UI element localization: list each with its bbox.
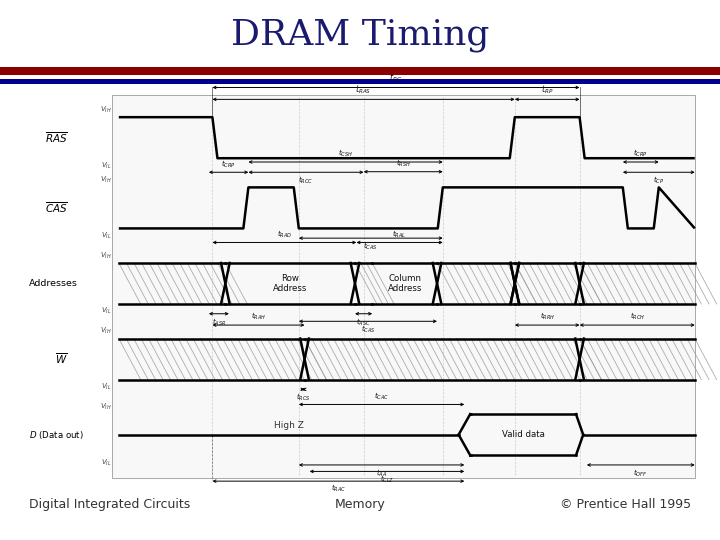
Text: High Z: High Z xyxy=(274,421,304,430)
Text: $t_{RSH}$: $t_{RSH}$ xyxy=(395,158,411,169)
Text: Valid data: Valid data xyxy=(502,430,544,439)
Text: $V_{IH}$: $V_{IH}$ xyxy=(100,402,112,412)
Text: Row
Address: Row Address xyxy=(273,274,307,293)
Text: DRAM Timing: DRAM Timing xyxy=(231,18,489,52)
Text: $t_{RCH}$: $t_{RCH}$ xyxy=(630,311,644,322)
Text: $t_{CAC}$: $t_{CAC}$ xyxy=(374,390,390,402)
Text: $t_{ASC}$: $t_{ASC}$ xyxy=(356,316,371,328)
Text: $V_{IL}$: $V_{IL}$ xyxy=(101,457,112,468)
Text: Memory: Memory xyxy=(335,498,385,511)
Text: $t_{RAD}$: $t_{RAD}$ xyxy=(276,228,292,240)
Bar xyxy=(112,94,695,478)
Text: $V_{IH}$: $V_{IH}$ xyxy=(100,326,112,336)
Text: $V_{IL}$: $V_{IL}$ xyxy=(101,306,112,316)
Text: $\overline{RAS}$: $\overline{RAS}$ xyxy=(45,130,68,145)
Text: Digital Integrated Circuits: Digital Integrated Circuits xyxy=(29,498,190,511)
Text: $t_{RAL}$: $t_{RAL}$ xyxy=(392,228,407,240)
Text: $V_{IH}$: $V_{IH}$ xyxy=(100,105,112,115)
Text: $V_{IL}$: $V_{IL}$ xyxy=(101,231,112,241)
Text: $t_{CLZ}$: $t_{CLZ}$ xyxy=(380,474,394,485)
Text: $\overline{CAS}$: $\overline{CAS}$ xyxy=(45,200,68,215)
Text: $t_{OFF}$: $t_{OFF}$ xyxy=(634,468,648,479)
Text: $D$ (Data out): $D$ (Data out) xyxy=(29,429,84,441)
Text: $V_{IL}$: $V_{IL}$ xyxy=(101,160,112,171)
Text: Column
Address: Column Address xyxy=(387,274,422,293)
Text: $t_{RAH}$: $t_{RAH}$ xyxy=(251,311,266,322)
Text: $t_{AA}$: $t_{AA}$ xyxy=(376,468,387,479)
Text: $t_{CAS}$: $t_{CAS}$ xyxy=(361,324,375,335)
Text: $t_{RCS}$: $t_{RCS}$ xyxy=(296,392,311,403)
Text: $t_{RP}$: $t_{RP}$ xyxy=(541,84,554,96)
Text: $t_{RAC}$: $t_{RAC}$ xyxy=(330,483,346,495)
Text: $t_{ASR}$: $t_{ASR}$ xyxy=(212,316,226,328)
Text: $\overline{W}$: $\overline{W}$ xyxy=(55,352,68,367)
Text: $V_{IL}$: $V_{IL}$ xyxy=(101,382,112,392)
Text: $t_{CP}$: $t_{CP}$ xyxy=(653,175,665,186)
Text: $t_{RAS}$: $t_{RAS}$ xyxy=(356,84,372,96)
Text: $t_{CRP}$: $t_{CRP}$ xyxy=(634,148,648,159)
Text: $t_{CAS}$: $t_{CAS}$ xyxy=(364,241,378,252)
Text: $t_{RC}$: $t_{RC}$ xyxy=(390,71,402,84)
Text: $V_{IH}$: $V_{IH}$ xyxy=(100,175,112,185)
Bar xyxy=(0,68,720,75)
Text: $V_{IH}$: $V_{IH}$ xyxy=(100,251,112,261)
Text: $t_{RRH}$: $t_{RRH}$ xyxy=(540,311,554,322)
Text: Addresses: Addresses xyxy=(29,279,78,288)
Text: $t_{CSH}$: $t_{CSH}$ xyxy=(338,148,354,159)
Bar xyxy=(0,79,720,84)
Text: © Prentice Hall 1995: © Prentice Hall 1995 xyxy=(560,498,691,511)
Text: $t_{CRP}$: $t_{CRP}$ xyxy=(221,158,236,170)
Text: $t_{RCC}$: $t_{RCC}$ xyxy=(298,175,314,186)
